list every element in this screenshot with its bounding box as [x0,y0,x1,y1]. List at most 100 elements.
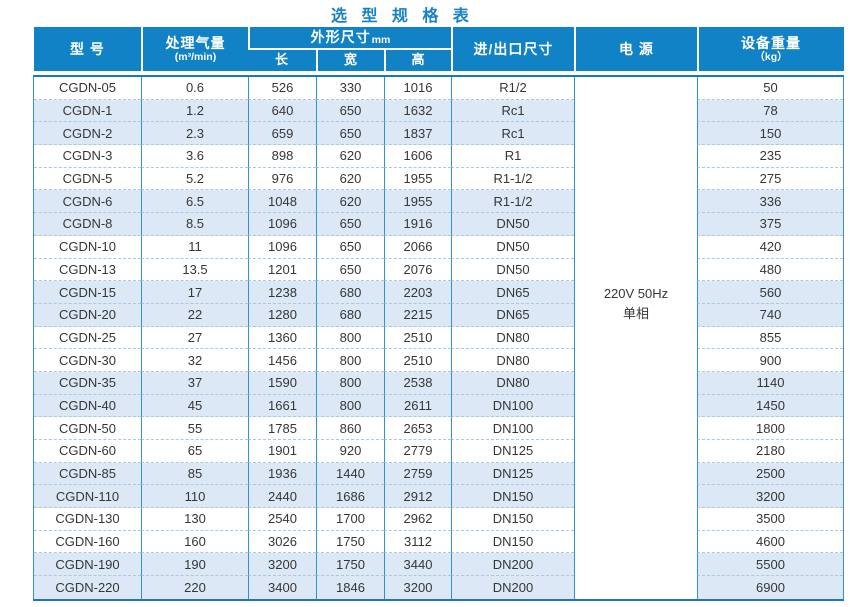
cell-weight: 480 [697,258,843,282]
cell-width: 650 [316,99,384,123]
page-title: 选 型 规 格 表 [331,8,474,25]
cell-model: CGDN-110 [34,485,141,509]
cell-model: CGDN-85 [34,462,141,486]
cell-airflow: 220 [141,576,248,599]
cell-width: 800 [316,349,384,372]
header-power: 电 源 [574,27,697,71]
cell-port: DN200 [451,553,574,577]
cell-port: DN125 [451,462,574,486]
cell-model: CGDN-35 [34,371,141,395]
cell-weight: 2500 [697,462,843,486]
cell-model: CGDN-15 [34,281,141,304]
header-model-label: 型 号 [70,40,105,57]
cell-airflow: 32 [141,349,248,372]
cell-weight: 740 [697,303,843,327]
cell-height: 3200 [384,576,451,599]
cell-weight: 1140 [697,371,843,395]
cell-airflow: 37 [141,371,248,395]
cell-length: 1096 [248,213,316,236]
cell-height: 2510 [384,326,451,350]
power-value: 220V 50Hz 单相 [604,284,668,323]
cell-weight: 336 [697,190,843,214]
cell-height: 2203 [384,281,451,304]
cell-length: 2440 [248,485,316,509]
cell-port: R1/2 [451,77,574,100]
cell-port: DN125 [451,440,574,463]
cell-height: 2912 [384,485,451,509]
header-port-label: 进/出口尺寸 [473,40,554,57]
cell-height: 2215 [384,303,451,327]
cell-airflow: 160 [141,530,248,554]
cell-model: CGDN-13 [34,259,141,282]
cell-model: CGDN-130 [34,508,141,531]
cell-height: 2611 [384,394,451,418]
cell-length: 1238 [248,281,316,304]
power-line-2: 单相 [622,305,649,321]
cell-width: 620 [316,167,384,191]
cell-port: DN150 [451,508,574,531]
cell-length: 1201 [248,258,316,282]
cell-weight: 235 [697,145,843,168]
cell-airflow: 65 [141,440,248,463]
cell-width: 1440 [316,462,384,486]
cell-port: R1-1/2 [451,190,574,214]
cell-weight: 1450 [697,394,843,418]
cell-airflow: 190 [141,553,248,577]
cell-port: DN80 [451,371,574,395]
cell-port: Rc1 [451,99,574,123]
cell-height: 1632 [384,99,451,123]
cell-airflow: 27 [141,326,248,350]
cell-airflow: 110 [141,485,248,509]
cell-height: 1606 [384,145,451,168]
cell-width: 800 [316,326,384,350]
cell-width: 800 [316,371,384,395]
cell-width: 1750 [316,530,384,554]
cell-length: 976 [248,167,316,191]
cell-height: 3440 [384,553,451,577]
cell-length: 1280 [248,303,316,327]
cell-length: 526 [248,77,316,100]
header-weight-unit: （kg） [754,51,788,64]
cell-airflow: 5.2 [141,167,248,191]
cell-width: 1846 [316,576,384,599]
header-height: 高 [384,50,451,71]
cell-weight: 855 [697,326,843,350]
cell-length: 1936 [248,462,316,486]
cell-airflow: 3.6 [141,145,248,168]
cell-model: CGDN-30 [34,349,141,372]
cell-height: 1955 [384,167,451,191]
cell-airflow: 13.5 [141,258,248,282]
cell-port: DN65 [451,281,574,304]
cell-airflow: 85 [141,462,248,486]
cell-airflow: 11 [141,235,248,259]
cell-length: 3026 [248,530,316,554]
cell-weight: 275 [697,167,843,191]
cell-port: DN80 [451,326,574,350]
cell-model: CGDN-50 [34,417,141,440]
cell-model: CGDN-40 [34,394,141,418]
cell-width: 650 [316,122,384,146]
cell-length: 3400 [248,576,316,599]
cell-airflow: 22 [141,303,248,327]
cell-height: 1837 [384,122,451,146]
cell-model: CGDN-1 [34,99,141,123]
header-width-label: 宽 [343,52,358,68]
cell-airflow: 45 [141,394,248,418]
cell-port: DN150 [451,485,574,509]
cell-model: CGDN-05 [34,77,141,100]
cell-height: 3112 [384,530,451,554]
cell-weight: 5500 [697,553,843,577]
cell-height: 2066 [384,235,451,259]
cell-weight: 2180 [697,440,843,463]
cell-width: 650 [316,235,384,259]
header-airflow-unit: (m³/min) [174,51,217,64]
cell-weight: 6900 [697,576,843,599]
cell-height: 2076 [384,258,451,282]
cell-weight: 50 [697,77,843,100]
cell-port: Rc1 [451,122,574,146]
cell-length: 2540 [248,508,316,531]
cell-width: 680 [316,303,384,327]
header-dims-label: 外形尺寸 [310,29,371,46]
header-power-label: 电 源 [619,40,654,57]
cell-length: 1048 [248,190,316,214]
